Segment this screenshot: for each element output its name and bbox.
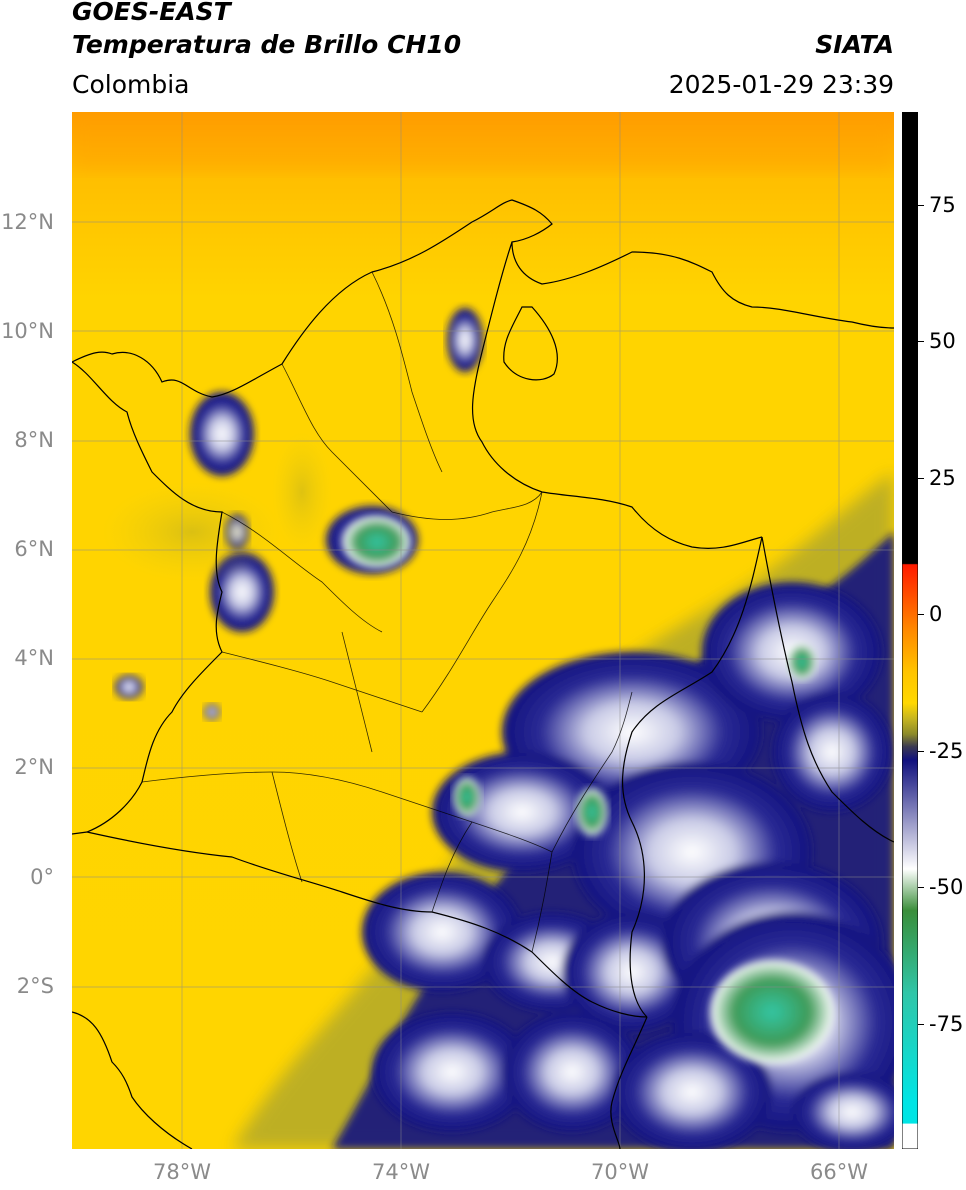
- lat-label-6n: 6°N: [14, 537, 54, 561]
- lon-label-78w: 78°W: [153, 1160, 211, 1184]
- graticule: [72, 112, 894, 1149]
- lon-label-74w: 74°W: [372, 1160, 430, 1184]
- country-borders: [72, 199, 894, 1149]
- product-title: Temperatura de Brillo CH10: [72, 30, 462, 59]
- colorbar-label-50: 50: [929, 329, 956, 353]
- department-borders: [141, 271, 633, 953]
- lat-label-4n: 4°N: [14, 646, 54, 670]
- lat-label-10n: 10°N: [1, 319, 54, 343]
- timestamp-label: 2025-01-29 23:39: [668, 70, 894, 99]
- lat-label-0: 0°: [30, 865, 54, 889]
- lon-label-66w: 66°W: [810, 1160, 868, 1184]
- organization-label: SIATA: [815, 30, 894, 59]
- colorbar-label-minus-25: -25: [929, 739, 964, 763]
- satellite-title: GOES-EAST: [72, 0, 231, 26]
- lat-label-8n: 8°N: [14, 428, 54, 452]
- lat-label-2s: 2°S: [16, 974, 54, 998]
- colorbar-label-minus-50: -50: [929, 875, 964, 899]
- colorbar-label-75: 75: [929, 193, 956, 217]
- colorbar-label-0: 0: [929, 602, 943, 626]
- colorbar-label-minus-75: -75: [929, 1012, 964, 1036]
- lat-label-12n: 12°N: [1, 210, 54, 234]
- region-label: Colombia: [72, 70, 190, 99]
- lat-label-2n: 2°N: [14, 755, 54, 779]
- colorbar-label-25: 25: [929, 466, 956, 490]
- temperature-colorbar: [901, 111, 919, 1150]
- satellite-map: [72, 112, 894, 1149]
- lon-label-70w: 70°W: [591, 1160, 649, 1184]
